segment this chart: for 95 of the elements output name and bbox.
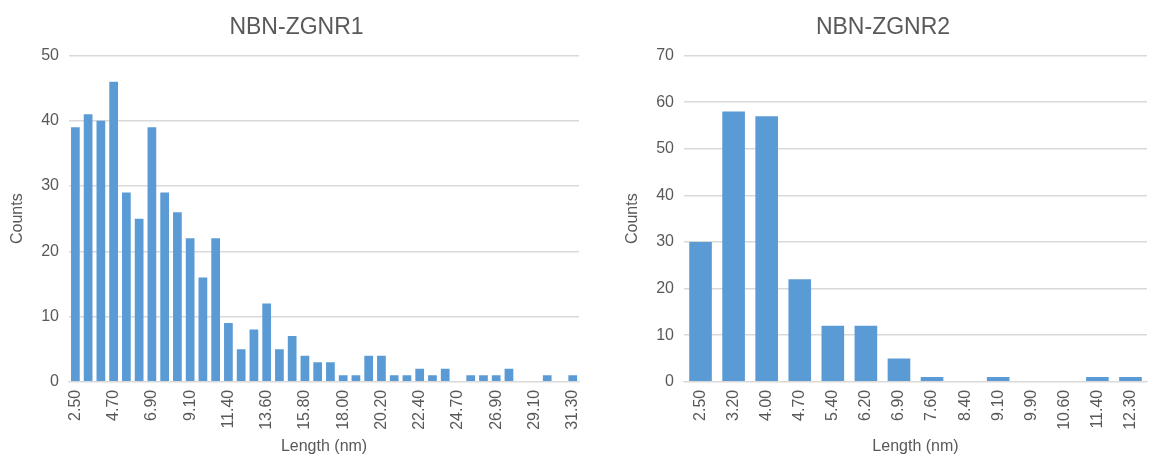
x-tick-label: 20.20 xyxy=(371,389,389,430)
x-tick-label: 4.70 xyxy=(790,389,808,421)
bar xyxy=(71,127,80,382)
bar xyxy=(854,325,878,382)
y-tick-label: 30 xyxy=(656,232,675,250)
bar xyxy=(788,279,812,382)
x-tick-label: 8.40 xyxy=(955,389,973,421)
bar xyxy=(236,349,246,382)
bar xyxy=(389,375,399,382)
x-tick-label: 3.20 xyxy=(724,389,742,421)
y-axis-title: Counts xyxy=(8,193,26,245)
bar xyxy=(1119,377,1142,382)
bar xyxy=(491,375,501,382)
x-tick-label: 13.60 xyxy=(257,389,275,430)
bar xyxy=(275,349,284,382)
y-tick-label: 30 xyxy=(41,176,60,194)
bar xyxy=(134,218,144,382)
bar xyxy=(96,120,106,382)
bar xyxy=(249,329,259,382)
y-tick-label: 20 xyxy=(41,241,60,259)
bar xyxy=(185,238,195,382)
y-tick-label: 50 xyxy=(656,139,675,157)
bar xyxy=(351,375,361,382)
bar xyxy=(147,127,157,382)
bar xyxy=(313,362,323,382)
bar xyxy=(689,241,712,382)
bar xyxy=(821,325,845,382)
x-tick-label: 6.90 xyxy=(889,389,907,421)
x-tick-label: 12.30 xyxy=(1120,389,1138,430)
bar xyxy=(211,238,221,382)
x-tick-label: 11.40 xyxy=(1087,389,1105,429)
x-tick-label: 24.70 xyxy=(448,389,466,430)
bar xyxy=(83,114,93,382)
bar xyxy=(377,355,386,382)
bar xyxy=(479,375,488,382)
x-axis-title: Length (nm) xyxy=(280,436,368,454)
x-tick-label: 11.40 xyxy=(218,389,236,429)
x-tick-label: 9.90 xyxy=(1021,389,1039,421)
bar xyxy=(300,355,310,382)
x-tick-label: 18.00 xyxy=(333,389,351,430)
bar xyxy=(755,116,778,382)
x-tick-label: 15.80 xyxy=(295,389,313,430)
bar xyxy=(1086,377,1109,382)
x-tick-label: 5.40 xyxy=(823,389,841,421)
chart-title: NBN-ZGNR2 xyxy=(815,13,951,40)
bar xyxy=(887,358,911,382)
bar xyxy=(722,111,745,382)
bar xyxy=(122,192,131,382)
bar xyxy=(224,323,233,382)
bar xyxy=(326,362,335,382)
bar xyxy=(542,375,552,382)
bar xyxy=(504,368,514,382)
x-tick-label: 6.20 xyxy=(856,389,874,421)
bar xyxy=(338,375,348,382)
y-tick-label: 0 xyxy=(50,372,60,390)
y-tick-label: 60 xyxy=(656,92,675,110)
bar xyxy=(428,375,437,382)
x-axis-title: Length (nm) xyxy=(872,436,959,454)
x-tick-label: 9.10 xyxy=(988,389,1006,421)
y-tick-label: 50 xyxy=(41,46,60,64)
bar xyxy=(402,375,412,382)
x-tick-label: 7.60 xyxy=(922,389,940,421)
y-tick-label: 20 xyxy=(656,278,675,296)
bar xyxy=(466,375,476,382)
x-tick-label: 6.90 xyxy=(142,389,160,421)
bar xyxy=(173,212,182,382)
bar xyxy=(920,377,944,382)
x-tick-label: 29.10 xyxy=(524,389,542,430)
bar xyxy=(109,81,118,382)
x-tick-label: 2.50 xyxy=(65,389,83,421)
bar xyxy=(364,355,374,382)
chart-title: NBN-ZGNR1 xyxy=(229,13,364,40)
x-tick-label: 10.60 xyxy=(1054,389,1072,430)
bar xyxy=(440,368,450,382)
x-tick-label: 26.90 xyxy=(486,389,504,430)
bar xyxy=(287,336,297,382)
x-tick-label: 9.10 xyxy=(180,389,198,421)
x-tick-label: 22.40 xyxy=(410,389,428,430)
x-tick-label: 31.30 xyxy=(563,389,581,430)
y-tick-label: 70 xyxy=(656,46,675,64)
bar xyxy=(160,192,169,382)
y-tick-label: 40 xyxy=(41,111,60,129)
bar xyxy=(198,277,208,382)
y-tick-label: 0 xyxy=(665,372,675,390)
bar xyxy=(262,303,272,382)
x-tick-label: 4.70 xyxy=(104,389,122,421)
y-tick-label: 10 xyxy=(41,306,60,324)
x-tick-label: 4.00 xyxy=(757,389,775,421)
x-tick-label: 2.50 xyxy=(690,389,708,421)
y-tick-label: 40 xyxy=(656,185,675,203)
y-axis-title: Counts xyxy=(623,193,641,245)
y-tick-label: 10 xyxy=(656,325,675,343)
bar xyxy=(415,368,425,382)
bar xyxy=(568,375,578,382)
bar xyxy=(986,377,1010,382)
